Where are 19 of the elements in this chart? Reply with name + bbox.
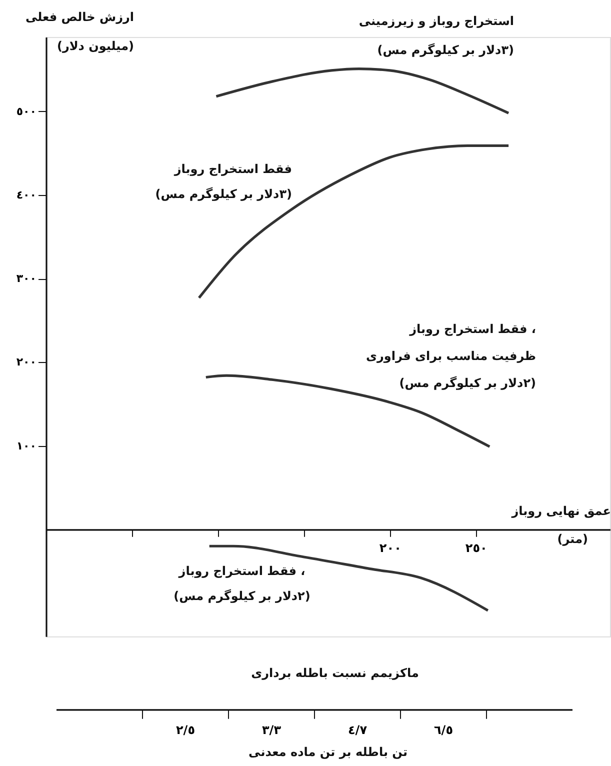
y-tick-label: ٤٠٠	[16, 188, 36, 202]
annotation: فقط استخراج روباز ، ظرفیت مناسب برای فراوری (٢دلار بر کیلوگرم مس)	[366, 322, 536, 390]
text: ٣/٣	[262, 722, 282, 737]
y-tick-label: ٣٠٠	[16, 272, 36, 286]
x-axis-title: عمق نهایی روباز (متر)	[510, 504, 611, 546]
x-tick-label: ٢٥٠	[465, 540, 488, 555]
line-series	[214, 67, 510, 114]
text: ٦/٥	[434, 722, 454, 737]
text: تن باطله بر تن ماده معدنی	[248, 745, 408, 759]
text: ارزش خالص فعلی (میلیون دلار)	[25, 10, 134, 53]
text: ٢/٥	[176, 722, 196, 737]
annotation: فقط استخراج روباز (٣دلار بر کیلوگرم مس)	[155, 162, 292, 201]
x2-axis-title: ماکزیمم نسبت باطله برداری	[251, 666, 419, 680]
annotation: فقط استخراج روباز ، (٢دلار بر کیلوگرم مس)	[174, 564, 310, 603]
y-tick-label: ١٠٠	[16, 439, 36, 452]
text: ٤/٧	[348, 722, 368, 737]
y-tick-label: ٥٠٠	[16, 104, 36, 118]
text: استخراج روباز و زیرزمینی (٣دلار بر کیلوگرم مس)	[358, 14, 514, 57]
y-tick-label: ٢٠٠	[16, 356, 36, 369]
